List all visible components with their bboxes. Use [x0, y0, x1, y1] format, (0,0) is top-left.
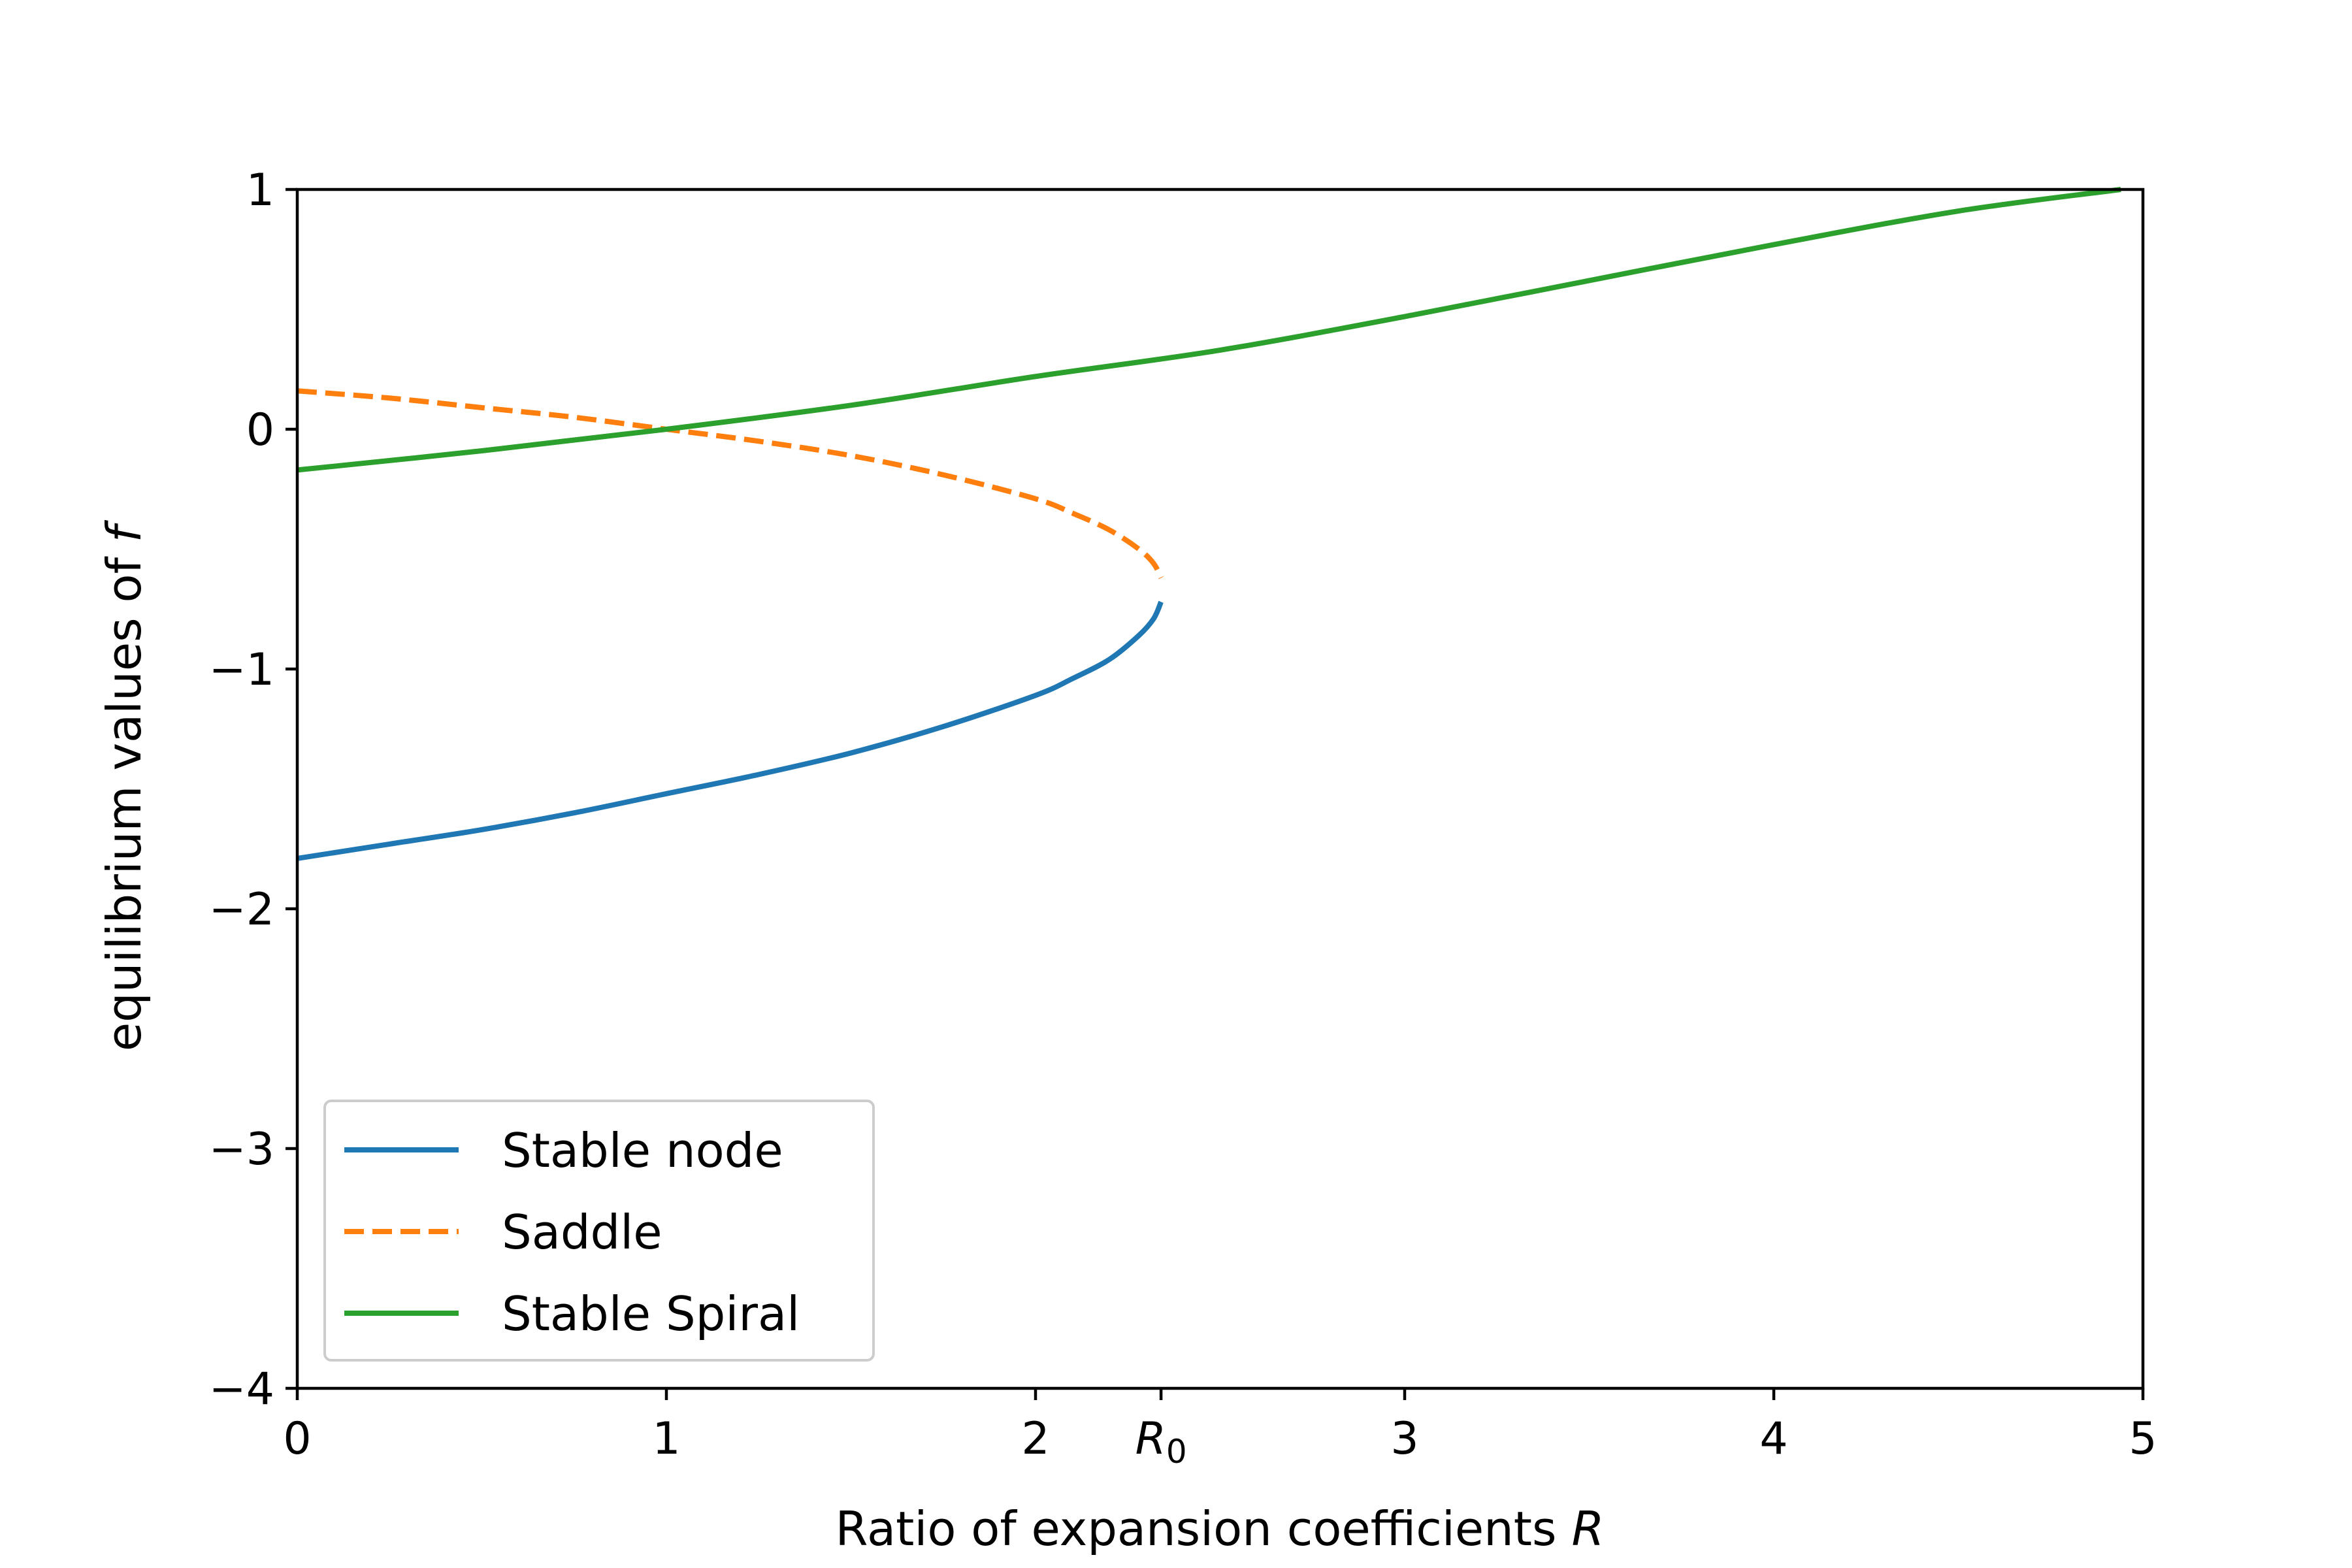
- x-tick-label-4: 3: [1390, 1413, 1418, 1465]
- y-tick-label-5: −4: [209, 1364, 274, 1415]
- x-tick-label-3: R0: [1135, 1413, 1187, 1471]
- x-tick-label-1: 1: [652, 1413, 680, 1465]
- y-axis-label: equilibrium values of f: [97, 519, 152, 1051]
- y-tick-label-2: −1: [209, 644, 274, 696]
- x-tick-label-5: 4: [1759, 1413, 1788, 1465]
- y-tick-label-4: −3: [209, 1124, 274, 1175]
- series-line-2: [297, 388, 1164, 580]
- x-tick-label-2: 2: [1021, 1413, 1049, 1465]
- y-tick-label-3: −2: [209, 884, 274, 936]
- x-tick-label-6: 5: [2129, 1413, 2157, 1465]
- series-line-1: [297, 600, 1164, 861]
- legend-label-2: Saddle: [502, 1205, 662, 1260]
- y-tick-label-1: 0: [246, 404, 274, 456]
- ticks-layer: 0 1 2 R0 3 4 510−1−2−3−4: [209, 165, 2157, 1471]
- y-tick-label-0: 1: [246, 165, 274, 216]
- x-tick-label-var-3: R: [1135, 1413, 1166, 1465]
- legend-label-1: Stable node: [502, 1123, 783, 1178]
- x-axis-label: Ratio of expansion coefficients R: [836, 1501, 1605, 1556]
- x-axis-variable: R: [1571, 1501, 1604, 1556]
- x-tick-label-sub-3: 0: [1166, 1433, 1187, 1471]
- x-tick-label-0: 0: [283, 1413, 311, 1465]
- legend: Stable node Saddle Stable Spiral: [323, 1100, 875, 1362]
- legend-box: [323, 1100, 875, 1362]
- series-line-3: [297, 187, 2121, 473]
- plot-frame: [295, 188, 2145, 1390]
- legend-label-3: Stable Spiral: [502, 1286, 800, 1341]
- series-layer: [297, 187, 2121, 861]
